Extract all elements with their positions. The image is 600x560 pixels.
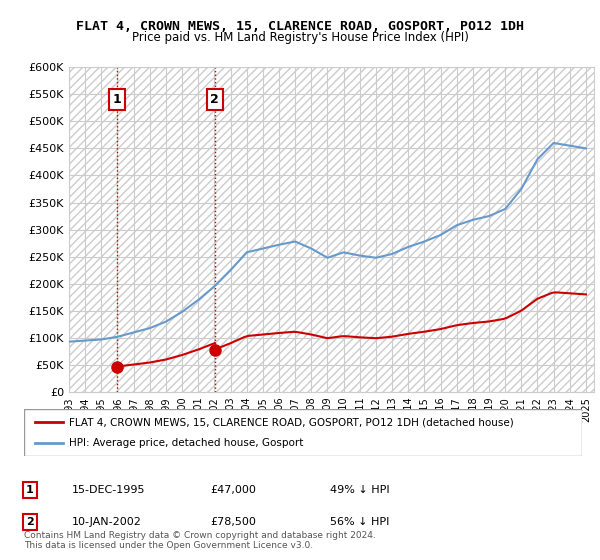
Text: FLAT 4, CROWN MEWS, 15, CLARENCE ROAD, GOSPORT, PO12 1DH (detached house): FLAT 4, CROWN MEWS, 15, CLARENCE ROAD, G… bbox=[68, 417, 514, 427]
Text: 1: 1 bbox=[26, 485, 34, 495]
Text: 10-JAN-2002: 10-JAN-2002 bbox=[72, 517, 142, 527]
Text: 49% ↓ HPI: 49% ↓ HPI bbox=[330, 485, 389, 495]
Text: 56% ↓ HPI: 56% ↓ HPI bbox=[330, 517, 389, 527]
Text: FLAT 4, CROWN MEWS, 15, CLARENCE ROAD, GOSPORT, PO12 1DH: FLAT 4, CROWN MEWS, 15, CLARENCE ROAD, G… bbox=[76, 20, 524, 32]
Text: 2: 2 bbox=[211, 93, 219, 106]
Text: £78,500: £78,500 bbox=[210, 517, 256, 527]
Text: 15-DEC-1995: 15-DEC-1995 bbox=[72, 485, 146, 495]
Text: 1: 1 bbox=[112, 93, 121, 106]
Text: HPI: Average price, detached house, Gosport: HPI: Average price, detached house, Gosp… bbox=[68, 438, 303, 448]
Text: £47,000: £47,000 bbox=[210, 485, 256, 495]
Text: 2: 2 bbox=[26, 517, 34, 527]
FancyBboxPatch shape bbox=[24, 409, 582, 456]
Text: Price paid vs. HM Land Registry's House Price Index (HPI): Price paid vs. HM Land Registry's House … bbox=[131, 31, 469, 44]
Text: Contains HM Land Registry data © Crown copyright and database right 2024.
This d: Contains HM Land Registry data © Crown c… bbox=[24, 530, 376, 550]
